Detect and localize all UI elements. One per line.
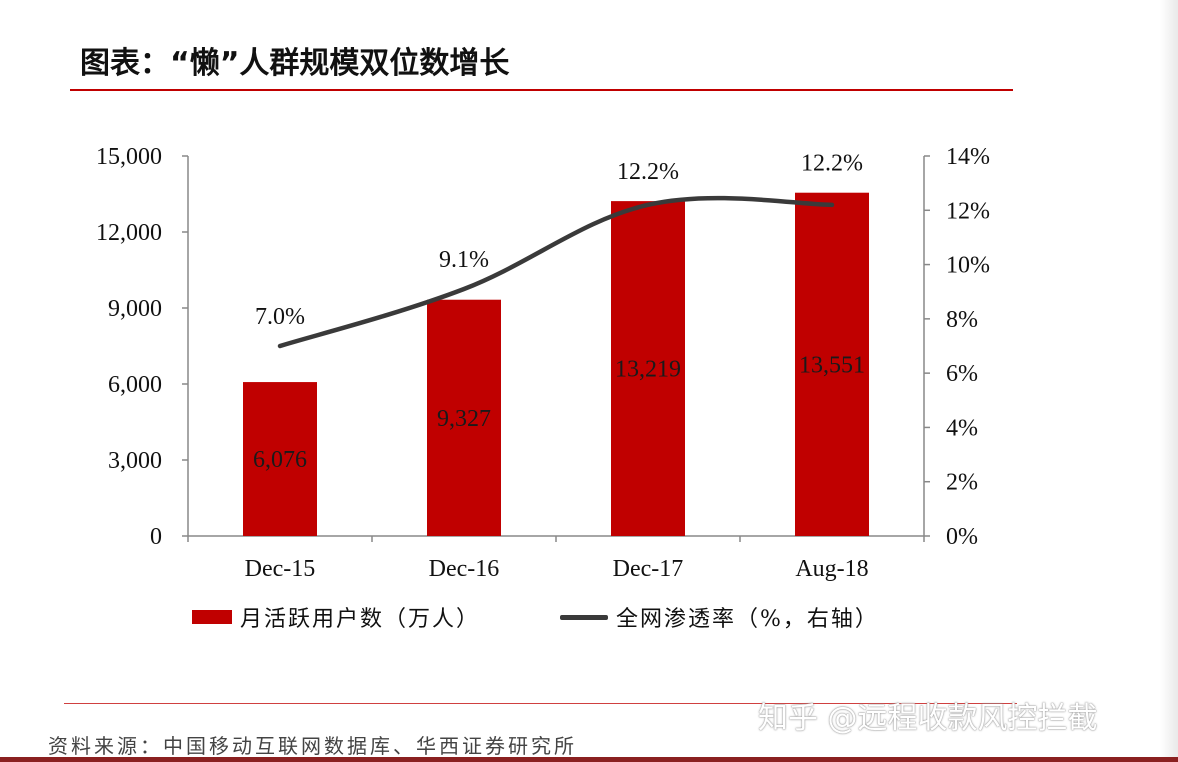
y-right-tick-label: 2% [946,470,978,496]
legend-bar-swatch [192,610,232,624]
legend-item-line: 全网渗透率（%，右轴） [560,601,879,633]
y-left-tick-label: 0 [150,524,162,550]
line-series [277,195,835,349]
chart-legend: 月活跃用户数（万人） 全网渗透率（%，右轴） [0,601,1178,635]
legend-item-bar: 月活跃用户数（万人） [192,601,480,633]
y-right-tick-label: 0% [946,524,978,550]
bar [795,192,869,536]
legend-bar-label: 月活跃用户数（万人） [240,607,481,632]
line-data-label: 12.2% [617,159,679,185]
bar-data-label: 13,219 [615,357,681,383]
line-data-label: 9.1% [439,247,489,273]
y-right-tick-label: 10% [946,253,990,279]
bottom-edge-bar [0,757,1178,762]
y-right-tick-label: 14% [946,144,990,170]
line-data-label: 7.0% [255,304,305,330]
x-tick-label: Dec-16 [429,556,500,582]
source-divider [64,703,1017,704]
title-underline [70,89,1013,91]
legend-line-label: 全网渗透率（%，右轴） [616,607,879,632]
bar [243,382,317,536]
combo-chart: 0 3,000 6,000 9,000 12,000 15,000 0% 2% 4% 6% 8% 10… [96,144,990,582]
y-right-tick-label: 12% [946,198,990,224]
y-right-tick-label: 8% [946,307,978,333]
source-note: 资料来源：中国移动互联网数据库、华西证券研究所 [48,734,577,758]
y-left-tick-label: 9,000 [108,296,162,322]
line-path [277,195,835,349]
y-right-tick-label: 6% [946,361,978,387]
bar-series [243,192,869,537]
y-left-tick-label: 15,000 [96,144,162,170]
watermark: 知乎 @远程收款风控拦截 [758,701,1098,736]
legend-line-swatch [560,614,608,620]
bar-data-label: 9,327 [437,406,491,432]
bar [611,201,685,537]
x-tick-label: Dec-17 [613,556,684,582]
bar-data-label: 13,551 [799,352,865,378]
x-tick-label: Dec-15 [245,556,316,582]
y-right-tick-label: 4% [946,415,978,441]
chart-title: 图表：“懒”人群规模双位数增长 [80,46,510,81]
y-left-tick-label: 6,000 [108,372,162,398]
y-left-tick-label: 12,000 [96,220,162,246]
x-tick-label: Aug-18 [795,556,868,582]
bar-data-label: 6,076 [253,447,307,473]
bar-data-labels: 6,076 9,327 13,219 13,551 [253,352,865,473]
line-data-label: 12.2% [801,151,863,177]
chart-axes: 0 3,000 6,000 9,000 12,000 15,000 0% 2% 4% 6% 8% 10… [96,144,990,582]
line-data-labels: 7.0% 9.1% 12.2% 12.2% [255,151,863,330]
y-left-tick-label: 3,000 [108,448,162,474]
page-edge-shadow [1160,0,1178,762]
bar [427,299,501,536]
